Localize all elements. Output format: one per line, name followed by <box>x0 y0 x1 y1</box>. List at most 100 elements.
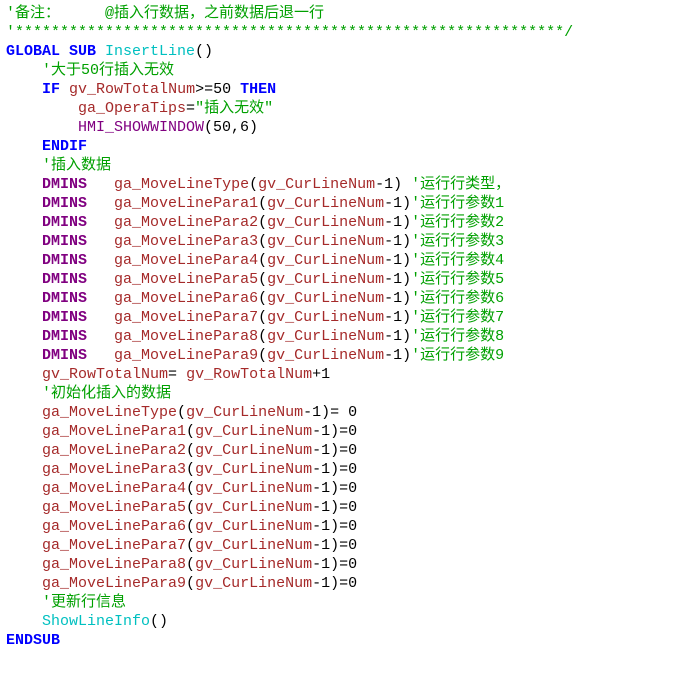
code-token: ( <box>186 442 195 459</box>
code-line[interactable]: DMINS ga_MoveLinePara7(gv_CurLineNum-1)'… <box>6 308 671 327</box>
code-token: ( <box>258 233 267 250</box>
code-token <box>87 195 114 212</box>
code-token <box>6 556 42 573</box>
code-line[interactable]: ga_MoveLinePara6(gv_CurLineNum-1)=0 <box>6 517 671 536</box>
code-token: gv_CurLineNum <box>258 176 375 193</box>
code-line[interactable]: ga_MoveLinePara8(gv_CurLineNum-1)=0 <box>6 555 671 574</box>
code-token: ga_MoveLinePara3 <box>42 461 186 478</box>
code-token: ( <box>258 309 267 326</box>
code-token: ( <box>258 347 267 364</box>
code-token <box>87 214 114 231</box>
code-token: ENDSUB <box>6 632 60 649</box>
code-token: THEN <box>240 81 276 98</box>
code-line[interactable]: '***************************************… <box>6 23 671 42</box>
code-token <box>6 100 78 117</box>
code-line[interactable]: ENDSUB <box>6 631 671 650</box>
code-token: ga_MoveLinePara3 <box>114 233 258 250</box>
code-token: DMINS <box>42 233 87 250</box>
code-line[interactable]: DMINS ga_MoveLinePara1(gv_CurLineNum-1)'… <box>6 194 671 213</box>
code-line[interactable]: gv_RowTotalNum= gv_RowTotalNum+1 <box>6 365 671 384</box>
code-token: ga_MoveLinePara9 <box>42 575 186 592</box>
code-token: gv_CurLineNum <box>267 233 384 250</box>
code-line[interactable]: ga_OperaTips="插入无效" <box>6 99 671 118</box>
code-token: -1)=0 <box>312 442 357 459</box>
code-token: '***************************************… <box>6 24 573 41</box>
code-token: ( <box>186 461 195 478</box>
code-token <box>6 328 42 345</box>
code-token: () <box>195 43 213 60</box>
code-line[interactable]: IF gv_RowTotalNum>=50 THEN <box>6 80 671 99</box>
code-token <box>6 537 42 554</box>
code-line[interactable]: ga_MoveLineType(gv_CurLineNum-1)= 0 <box>6 403 671 422</box>
code-line[interactable]: '大于50行插入无效 <box>6 61 671 80</box>
code-token: -1) <box>384 290 411 307</box>
code-line[interactable]: ga_MoveLinePara5(gv_CurLineNum-1)=0 <box>6 498 671 517</box>
code-line[interactable]: DMINS ga_MoveLinePara9(gv_CurLineNum-1)'… <box>6 346 671 365</box>
code-line[interactable]: ENDIF <box>6 137 671 156</box>
code-token: gv_RowTotalNum <box>186 366 312 383</box>
code-token <box>6 195 42 212</box>
code-token: ga_MoveLineType <box>42 404 177 421</box>
code-token <box>60 81 69 98</box>
code-token: gv_RowTotalNum <box>42 366 168 383</box>
code-token: gv_CurLineNum <box>267 328 384 345</box>
code-token: -1)=0 <box>312 423 357 440</box>
code-line[interactable]: DMINS ga_MoveLinePara2(gv_CurLineNum-1)'… <box>6 213 671 232</box>
code-token: '运行行参数4 <box>411 252 504 269</box>
code-line[interactable]: DMINS ga_MoveLinePara6(gv_CurLineNum-1)'… <box>6 289 671 308</box>
code-token: ShowLineInfo <box>42 613 150 630</box>
code-line[interactable]: DMINS ga_MoveLineType(gv_CurLineNum-1) '… <box>6 175 671 194</box>
code-token: '运行行参数8 <box>411 328 504 345</box>
code-line[interactable]: ShowLineInfo() <box>6 612 671 631</box>
code-token <box>6 214 42 231</box>
code-line[interactable]: DMINS ga_MoveLinePara5(gv_CurLineNum-1)'… <box>6 270 671 289</box>
code-token: '运行行参数6 <box>411 290 504 307</box>
code-token: HMI_SHOWWINDOW <box>78 119 204 136</box>
code-line[interactable]: ga_MoveLinePara1(gv_CurLineNum-1)=0 <box>6 422 671 441</box>
code-token: -1)=0 <box>312 480 357 497</box>
code-line[interactable]: ga_MoveLinePara3(gv_CurLineNum-1)=0 <box>6 460 671 479</box>
code-token: ( <box>258 328 267 345</box>
code-line[interactable]: GLOBAL SUB InsertLine() <box>6 42 671 61</box>
code-token: ga_MoveLinePara6 <box>114 290 258 307</box>
code-token: ga_MoveLinePara9 <box>114 347 258 364</box>
code-token: DMINS <box>42 328 87 345</box>
code-token: GLOBAL SUB <box>6 43 96 60</box>
code-token: ( <box>258 252 267 269</box>
code-line[interactable]: HMI_SHOWWINDOW(50,6) <box>6 118 671 137</box>
code-token: '运行行参数2 <box>411 214 504 231</box>
code-line[interactable]: ga_MoveLinePara2(gv_CurLineNum-1)=0 <box>6 441 671 460</box>
code-token: ENDIF <box>42 138 87 155</box>
code-token <box>6 385 42 402</box>
code-line[interactable]: ga_MoveLinePara4(gv_CurLineNum-1)=0 <box>6 479 671 498</box>
code-line[interactable]: DMINS ga_MoveLinePara4(gv_CurLineNum-1)'… <box>6 251 671 270</box>
code-token: DMINS <box>42 176 87 193</box>
code-token <box>6 575 42 592</box>
code-line[interactable]: DMINS ga_MoveLinePara3(gv_CurLineNum-1)'… <box>6 232 671 251</box>
code-token: ga_OperaTips <box>78 100 186 117</box>
code-token <box>6 366 42 383</box>
code-token: ( <box>186 556 195 573</box>
code-token <box>6 290 42 307</box>
code-line[interactable]: ga_MoveLinePara7(gv_CurLineNum-1)=0 <box>6 536 671 555</box>
code-line[interactable]: DMINS ga_MoveLinePara8(gv_CurLineNum-1)'… <box>6 327 671 346</box>
code-editor[interactable]: '备注： @插入行数据，之前数据后退一行'*******************… <box>0 0 677 654</box>
code-token <box>6 499 42 516</box>
code-token: -1) <box>384 309 411 326</box>
code-line[interactable]: ga_MoveLinePara9(gv_CurLineNum-1)=0 <box>6 574 671 593</box>
code-line[interactable]: '插入数据 <box>6 156 671 175</box>
code-line[interactable]: '备注： @插入行数据，之前数据后退一行 <box>6 4 671 23</box>
code-token: () <box>150 613 168 630</box>
code-token: ga_MoveLinePara5 <box>42 499 186 516</box>
code-token: -1)=0 <box>312 461 357 478</box>
code-token: -1)= 0 <box>303 404 357 421</box>
code-token: ( <box>249 176 258 193</box>
code-line[interactable]: '初始化插入的数据 <box>6 384 671 403</box>
code-token <box>6 119 78 136</box>
code-token: ga_MoveLinePara2 <box>42 442 186 459</box>
code-token: ( <box>177 404 186 421</box>
code-token: gv_CurLineNum <box>195 556 312 573</box>
code-token <box>6 271 42 288</box>
code-line[interactable]: '更新行信息 <box>6 593 671 612</box>
code-token: DMINS <box>42 290 87 307</box>
